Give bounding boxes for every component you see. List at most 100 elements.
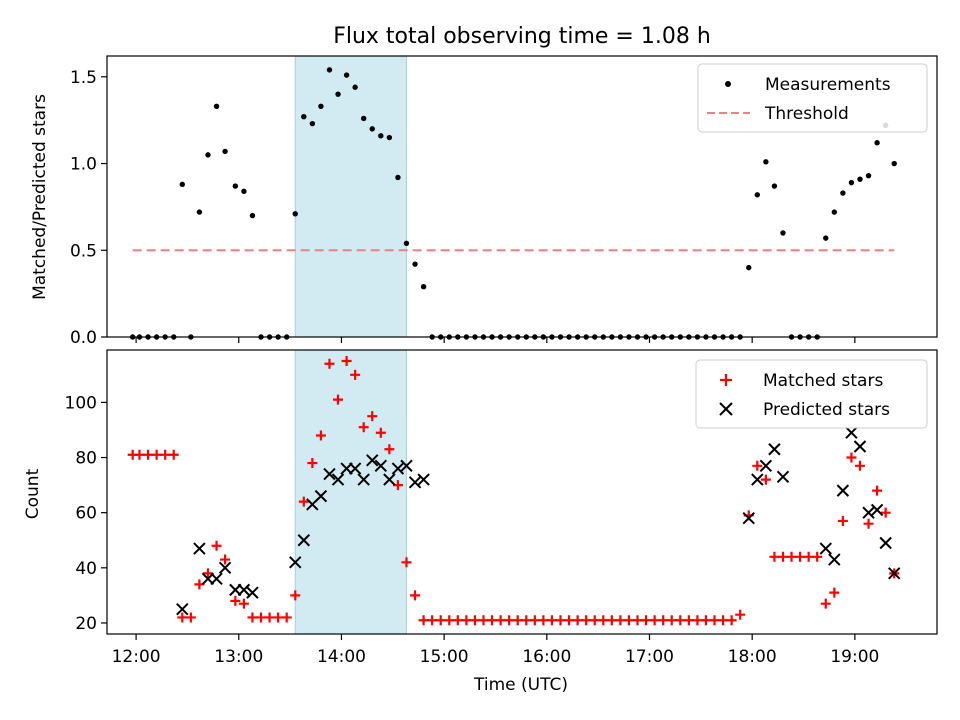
matched-star-point	[529, 615, 540, 626]
matched-star-point	[692, 615, 703, 626]
matched-star-point	[718, 615, 729, 626]
matched-star-point	[632, 615, 643, 626]
measurement-point	[412, 261, 418, 267]
y-tick-label: 60	[75, 504, 97, 524]
matched-star-point	[777, 551, 788, 562]
measurement-point	[222, 148, 228, 155]
y-tick-label: 0.0	[70, 328, 97, 348]
matched-star-point	[555, 615, 566, 626]
shaded-region-band	[294, 349, 407, 635]
predicted-star-point	[289, 556, 302, 569]
measurement-point	[771, 183, 778, 189]
measurement-point	[241, 188, 247, 194]
matched-star-point	[256, 612, 267, 623]
matched-star-point	[666, 615, 677, 626]
matched-star-point	[837, 515, 848, 526]
predicted-star-point	[751, 473, 764, 486]
predicted-star-point	[870, 503, 884, 517]
measurement-point	[179, 181, 185, 188]
matched-star-point	[615, 615, 626, 626]
matched-star-point	[658, 615, 669, 626]
predicted-star-point	[862, 506, 875, 519]
predicted-star-point	[314, 489, 328, 503]
matched-star-point	[581, 615, 592, 626]
matched-star-point	[134, 449, 145, 460]
measurement-point	[823, 235, 829, 241]
matched-star-point	[854, 460, 865, 471]
matched-star-point	[872, 485, 883, 496]
measurement-point	[840, 190, 846, 196]
x-tick-label: 13:00	[214, 647, 263, 667]
predicted-stars-series	[176, 426, 901, 616]
predicted-star-point	[246, 586, 259, 599]
measurement-point	[874, 140, 880, 146]
shaded-region-band	[294, 55, 407, 338]
matched-star-point	[452, 615, 463, 626]
matched-star-point	[863, 518, 874, 529]
matched-star-point	[341, 356, 352, 367]
measurement-point	[865, 172, 872, 179]
legend-matched-label: Matched stars	[763, 371, 883, 391]
predicted-star-point	[193, 542, 206, 555]
matched-star-point	[572, 615, 583, 626]
predicted-star-point	[879, 536, 892, 550]
matched-star-point	[401, 557, 412, 568]
matched-star-point	[598, 615, 609, 626]
matched-star-point	[143, 449, 154, 460]
matched-star-point	[812, 551, 823, 562]
legend-predicted-marker	[719, 402, 733, 416]
y-tick-label: 80	[75, 449, 97, 469]
bottom-legend: Matched stars Predicted stars	[695, 359, 928, 429]
matched-star-point	[185, 612, 196, 623]
bottom-panel: 20 40 60 80 100 12:00 13:00 14:00 15:00 16:00 17:…	[23, 349, 938, 695]
measurement-point	[754, 192, 761, 198]
measurement-point	[196, 209, 203, 215]
matched-star-point	[752, 460, 763, 471]
top-legend-box	[697, 63, 928, 133]
measurement-point	[395, 174, 401, 181]
matched-star-point	[350, 369, 361, 380]
matched-star-point	[333, 394, 344, 405]
matched-star-point	[589, 615, 600, 626]
measurement-point	[232, 183, 239, 189]
matched-star-point	[367, 411, 378, 422]
predicted-star-point	[408, 476, 422, 489]
matched-star-point	[564, 615, 575, 626]
measurement-point	[361, 115, 367, 122]
matched-star-point	[623, 615, 634, 626]
predicted-star-point	[210, 572, 223, 586]
matched-star-point	[880, 507, 891, 518]
matched-star-point	[247, 612, 258, 623]
predicted-star-point	[776, 470, 790, 484]
top-y-axis: 0.0 0.5 1.0 1.5	[70, 68, 107, 348]
matched-star-point	[675, 615, 686, 626]
x-tick-label: 16:00	[522, 647, 571, 667]
matched-star-point	[538, 615, 549, 626]
matched-star-point	[375, 427, 386, 438]
matched-stars-series	[127, 356, 900, 626]
matched-star-point	[504, 615, 515, 626]
predicted-star-point	[366, 454, 379, 467]
legend-predicted-label: Predicted stars	[763, 400, 890, 420]
matched-star-point	[709, 615, 720, 626]
measurement-point	[249, 212, 256, 219]
predicted-star-point	[819, 542, 832, 555]
predicted-star-point	[357, 473, 370, 486]
measurement-point	[205, 152, 211, 158]
predicted-star-point	[417, 473, 430, 486]
top-shaded-region	[294, 55, 407, 338]
predicted-star-point	[759, 459, 773, 473]
measurement-point	[309, 120, 316, 127]
matched-star-point	[315, 430, 326, 441]
matched-star-point	[606, 615, 617, 626]
bottom-legend-box	[695, 359, 928, 429]
matched-star-point	[820, 598, 831, 609]
matched-star-point	[795, 551, 806, 562]
top-chart-title: Flux total observing time = 1.08 h	[333, 24, 711, 49]
measurement-point	[891, 160, 897, 167]
x-tick-label: 18:00	[728, 647, 777, 667]
x-tick-label: 14:00	[317, 647, 366, 667]
measurement-point	[213, 103, 220, 110]
y-tick-label: 1.0	[70, 155, 97, 175]
matched-star-point	[435, 615, 446, 626]
